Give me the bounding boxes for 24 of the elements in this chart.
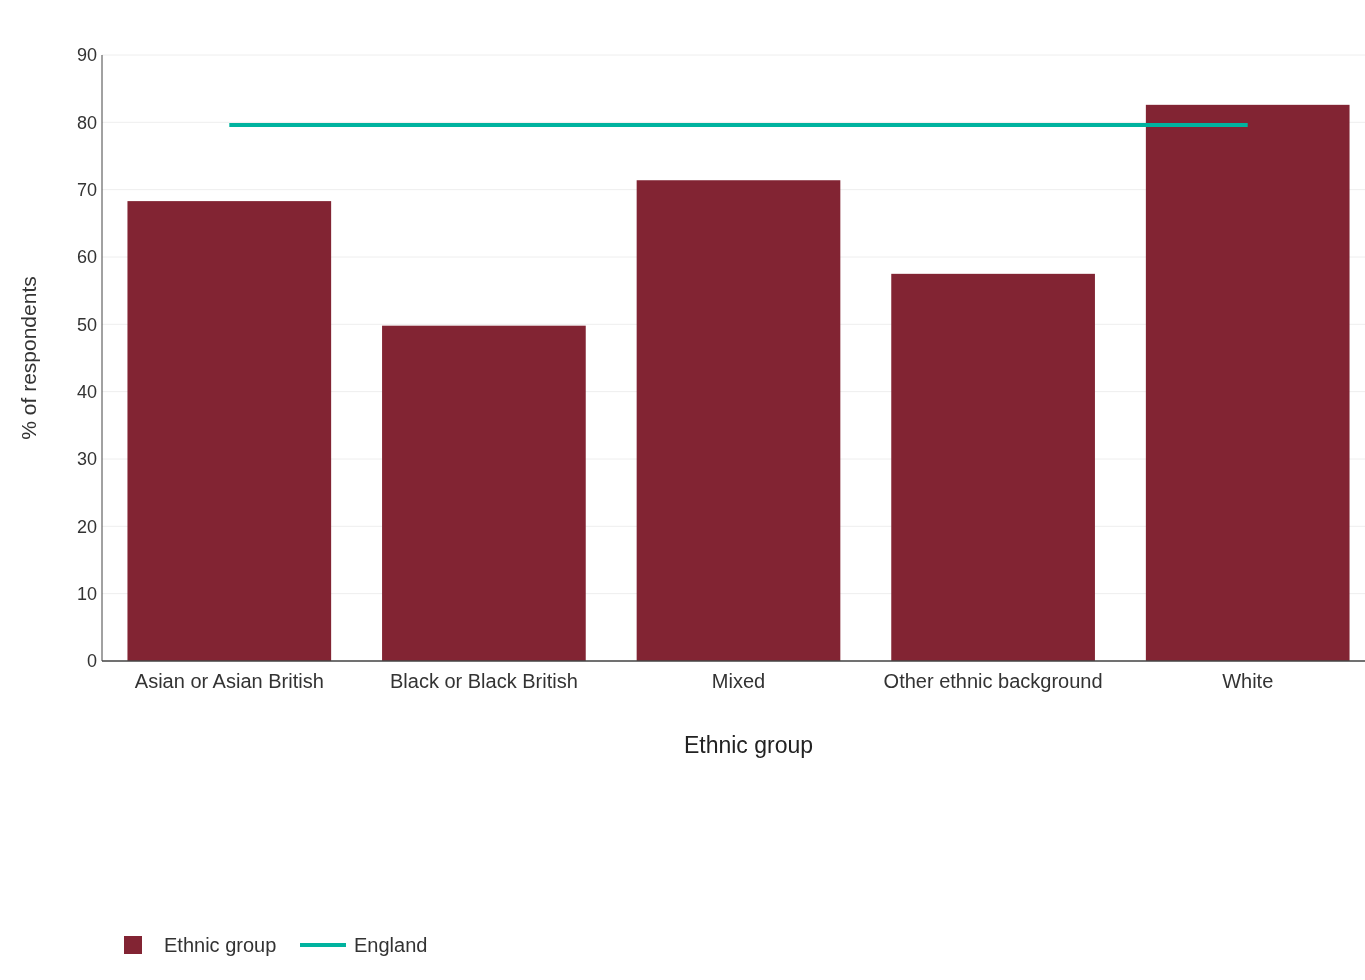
y-tick-label: 10 (76, 583, 97, 604)
bar (382, 325, 586, 661)
y-tick-label: 0 (86, 651, 97, 672)
y-axis-title: % of respondents (17, 276, 40, 440)
legend-label: Ethnic group (164, 934, 277, 956)
y-tick-label: 30 (76, 449, 97, 470)
y-tick-label: 20 (76, 516, 97, 537)
legend-label: England (354, 934, 428, 956)
bar (127, 201, 332, 661)
x-tick-label: Other ethnic background (883, 670, 1103, 692)
bar (891, 273, 1095, 661)
y-tick-label: 90 (76, 45, 97, 66)
y-tick-label: 80 (76, 112, 97, 133)
bar (1145, 104, 1350, 661)
x-tick-label: Asian or Asian British (134, 670, 324, 692)
x-tick-label: White (1222, 670, 1274, 692)
y-tick-label: 60 (76, 247, 97, 268)
y-tick-label: 50 (76, 314, 97, 335)
y-tick-label: 70 (76, 179, 97, 200)
y-tick-label: 40 (76, 381, 97, 402)
x-tick-label: Mixed (711, 670, 766, 692)
bar (636, 180, 841, 661)
x-axis-title: Ethnic group (683, 732, 814, 758)
x-tick-label: Black or Black British (389, 670, 578, 692)
